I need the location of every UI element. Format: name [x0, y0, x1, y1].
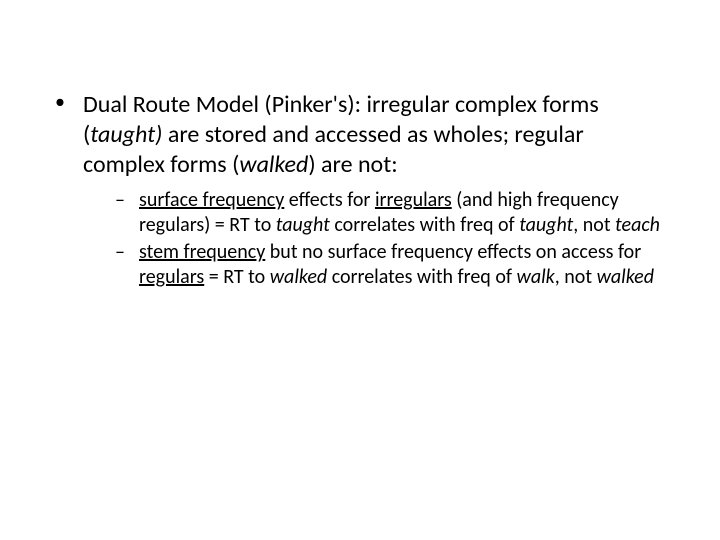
text-run: , not: [555, 265, 597, 289]
dash-glyph: –: [115, 188, 139, 213]
bullet-main: • Dual Route Model (Pinker's): irregular…: [55, 90, 670, 180]
sub-bullet-list: – surface frequency effects for irregula…: [115, 188, 670, 290]
sub-bullet-2: – stem frequency but no surface frequenc…: [115, 240, 670, 290]
dash-glyph: –: [115, 240, 139, 265]
text-run-italic: teach: [615, 213, 660, 237]
text-run-underline: stem frequency: [139, 240, 265, 264]
text-run-underline: regulars: [139, 265, 204, 289]
text-run: effects for: [284, 188, 375, 212]
sub-bullet-2-text: stem frequency but no surface frequency …: [139, 240, 670, 290]
sub-bullet-1: – surface frequency effects for irregula…: [115, 188, 670, 238]
text-run: correlates with freq of: [330, 213, 519, 237]
text-run: correlates with freq of: [327, 265, 516, 289]
sub-bullet-1-text: surface frequency effects for irregulars…: [139, 188, 670, 238]
text-run-underline: surface frequency: [139, 188, 284, 212]
bullet-main-text: Dual Route Model (Pinker's): irregular c…: [83, 90, 670, 180]
text-run: = RT to: [204, 265, 270, 289]
text-run-italic: walked: [270, 265, 327, 289]
text-run-underline: irregulars: [375, 188, 452, 212]
text-run-italic: taught): [90, 120, 162, 149]
text-run-italic: walked: [597, 265, 654, 289]
text-run-italic: walked: [239, 150, 308, 179]
text-run-italic: taught: [276, 213, 330, 237]
text-run: but no surface frequency effects on acce…: [265, 240, 641, 264]
text-run: ) are not:: [308, 150, 397, 179]
text-run-italic: walk: [517, 265, 555, 289]
text-run: , not: [573, 213, 615, 237]
bullet-glyph: •: [55, 90, 83, 115]
text-run-italic: taught: [519, 213, 573, 237]
